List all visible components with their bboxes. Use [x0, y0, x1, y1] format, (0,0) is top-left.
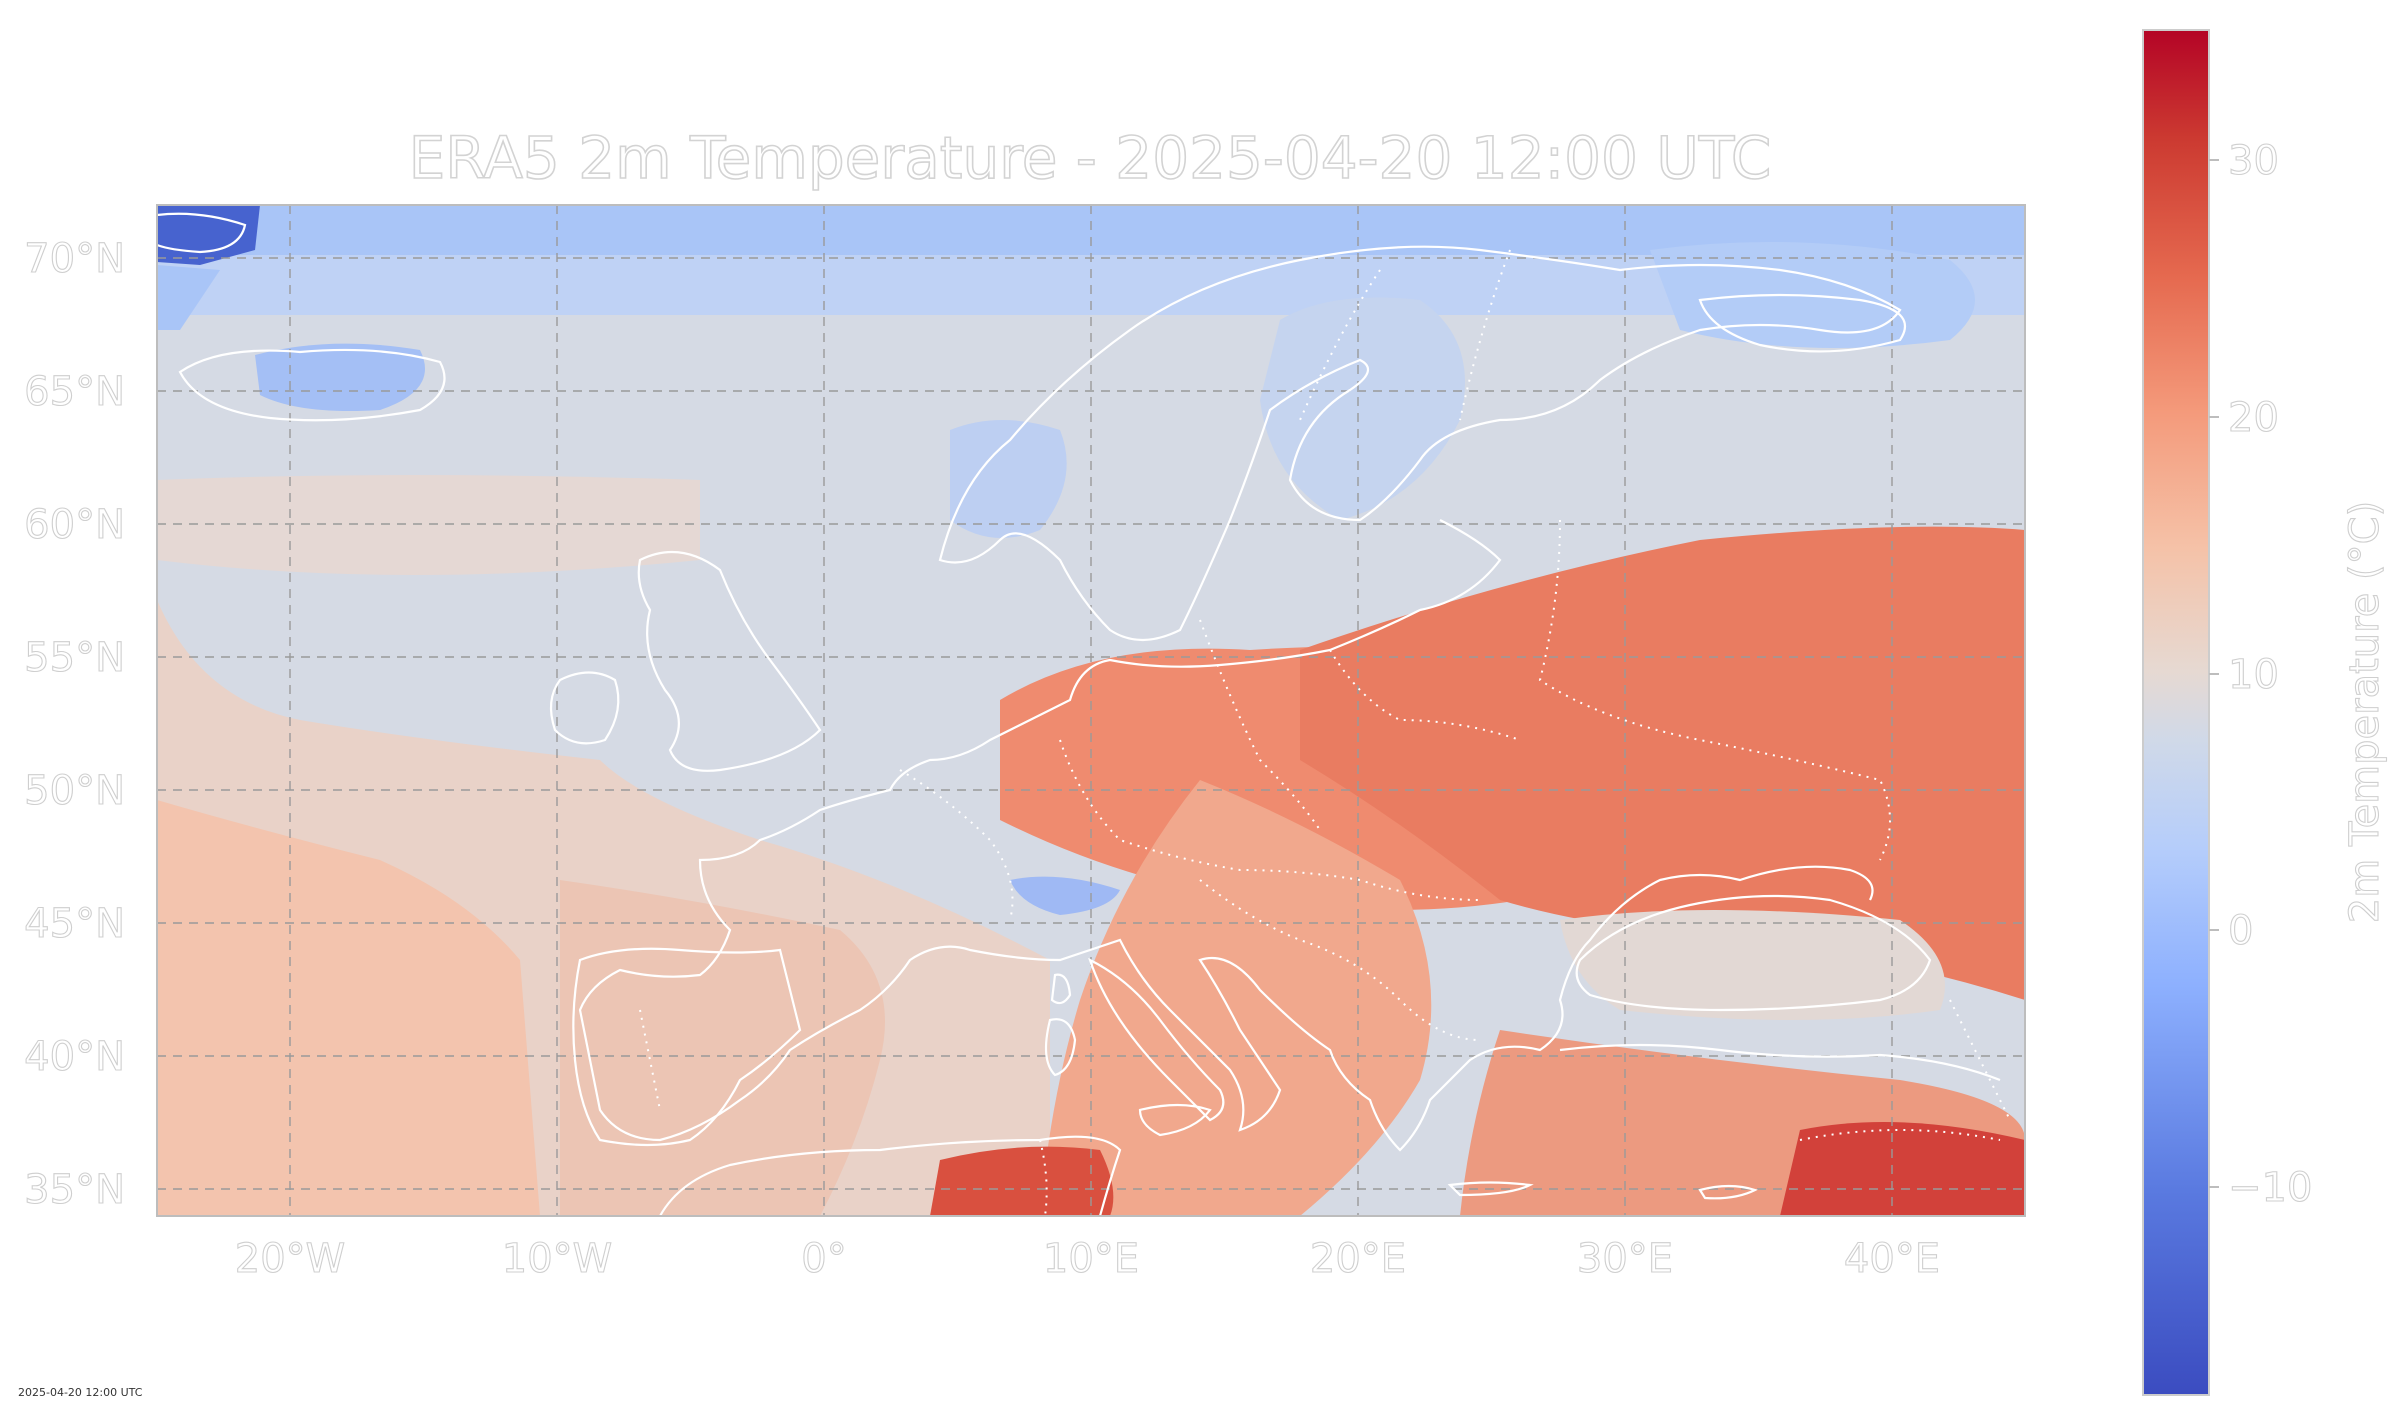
lon-label-30e: 30°E [1577, 1236, 1673, 1282]
map-title: ERA5 2m Temperature - 2025-04-20 12:00 U… [409, 124, 1772, 192]
map-panel [157, 205, 2025, 1216]
colorbar-tick-10: 10 [2228, 652, 2279, 698]
lat-label-45n: 45°N [24, 901, 125, 947]
coast-greenland [157, 212, 247, 254]
coast-kola [1698, 293, 1906, 353]
coast-sicily [1138, 1103, 1212, 1137]
footnote-timestamp: 2025-04-20 12:00 UTC [18, 1386, 143, 1399]
country-borders [639, 249, 2011, 1216]
lat-label-70n: 70°N [24, 236, 125, 282]
lat-label-65n: 65°N [24, 369, 125, 415]
lat-label-50n: 50°N [24, 768, 125, 814]
colorbar-tick-minus10: −10 [2228, 1165, 2312, 1211]
coast-britain [637, 550, 822, 772]
coast-ireland [549, 671, 620, 745]
colorbar: 30 20 10 0 −10 2m Temperature (°C) [2142, 29, 2389, 1396]
colorbar-tick-20: 20 [2228, 395, 2279, 441]
coast-italy [1088, 957, 1225, 1122]
lon-axis-labels: 20°W 10°W 0° 10°E 20°E 30°E 40°E [234, 1235, 1940, 1282]
lat-axis-labels: 70°N 65°N 60°N 55°N 50°N 45°N 40°N 35°N [24, 235, 126, 1213]
colorbar-tick-0: 0 [2228, 908, 2253, 954]
coast-corsica [1050, 973, 1072, 1005]
coast-iberia [572, 947, 802, 1147]
colorbar-tick-30: 30 [2228, 138, 2279, 184]
coast-scandinavia [938, 245, 1902, 641]
coast-sardinia [1044, 1018, 1077, 1077]
colorbar-ticks [2209, 159, 2219, 1188]
map-frame [156, 204, 2026, 1217]
coastlines [157, 212, 2001, 1216]
lon-label-0: 0° [801, 1236, 846, 1282]
colorbar-label: 2m Temperature (°C) [2342, 501, 2388, 923]
lat-label-60n: 60°N [24, 502, 125, 548]
lon-label-20e: 20°E [1310, 1236, 1406, 1282]
coast-continent [578, 519, 1874, 1152]
lat-label-35n: 35°N [24, 1167, 125, 1213]
coast-anatomy [1559, 1043, 2001, 1082]
lat-label-55n: 55°N [24, 635, 125, 681]
lon-label-20w: 20°W [235, 1236, 345, 1282]
coast-africa [659, 1135, 1122, 1216]
lat-label-40n: 40°N [24, 1034, 125, 1080]
colorbar-gradient [2142, 29, 2210, 1396]
temperature-field [157, 205, 2025, 1216]
coast-cyprus [1698, 1184, 1758, 1200]
lon-label-10w: 10°W [502, 1236, 612, 1282]
lon-label-40e: 40°E [1844, 1236, 1940, 1282]
map-gridlines [157, 205, 2025, 1216]
coast-iceland [178, 348, 446, 422]
lon-label-10e: 10°E [1043, 1236, 1139, 1282]
coast-crete [1447, 1181, 1534, 1197]
coast-black-sea [1575, 894, 1932, 1012]
